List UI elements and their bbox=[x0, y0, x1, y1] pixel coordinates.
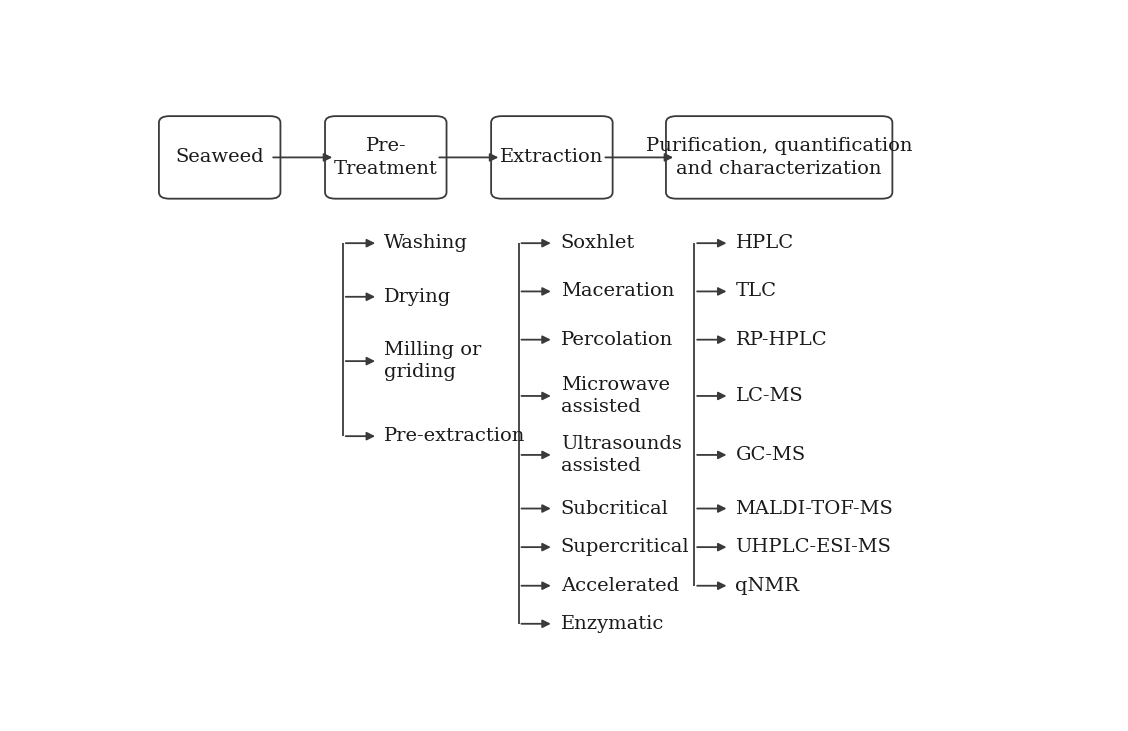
Text: Percolation: Percolation bbox=[561, 330, 673, 349]
Text: GC-MS: GC-MS bbox=[735, 446, 805, 464]
Text: HPLC: HPLC bbox=[735, 234, 794, 252]
Text: Enzymatic: Enzymatic bbox=[561, 615, 664, 633]
FancyBboxPatch shape bbox=[325, 116, 447, 199]
Text: RP-HPLC: RP-HPLC bbox=[735, 330, 827, 349]
Text: LC-MS: LC-MS bbox=[735, 387, 803, 405]
Text: Drying: Drying bbox=[384, 288, 451, 306]
FancyBboxPatch shape bbox=[491, 116, 613, 199]
Text: Subcritical: Subcritical bbox=[561, 499, 669, 518]
Text: Ultrasounds
assisted: Ultrasounds assisted bbox=[561, 435, 681, 475]
FancyBboxPatch shape bbox=[666, 116, 892, 199]
Text: UHPLC-ESI-MS: UHPLC-ESI-MS bbox=[735, 538, 891, 556]
Text: Pre-
Treatment: Pre- Treatment bbox=[334, 137, 438, 178]
Text: Accelerated: Accelerated bbox=[561, 577, 679, 595]
Text: Extraction: Extraction bbox=[500, 148, 603, 167]
Text: Washing: Washing bbox=[384, 234, 468, 252]
Text: MALDI-TOF-MS: MALDI-TOF-MS bbox=[735, 499, 893, 518]
Text: Microwave
assisted: Microwave assisted bbox=[561, 376, 670, 416]
FancyBboxPatch shape bbox=[159, 116, 281, 199]
Text: Purification, quantification
and characterization: Purification, quantification and charact… bbox=[646, 137, 913, 178]
Text: qNMR: qNMR bbox=[735, 577, 800, 595]
Text: TLC: TLC bbox=[735, 282, 776, 300]
Text: Soxhlet: Soxhlet bbox=[561, 234, 635, 252]
Text: Supercritical: Supercritical bbox=[561, 538, 689, 556]
Text: Pre-extraction: Pre-extraction bbox=[384, 427, 526, 445]
Text: Maceration: Maceration bbox=[561, 282, 675, 300]
Text: Milling or
griding: Milling or griding bbox=[384, 341, 482, 381]
Text: Seaweed: Seaweed bbox=[175, 148, 264, 167]
